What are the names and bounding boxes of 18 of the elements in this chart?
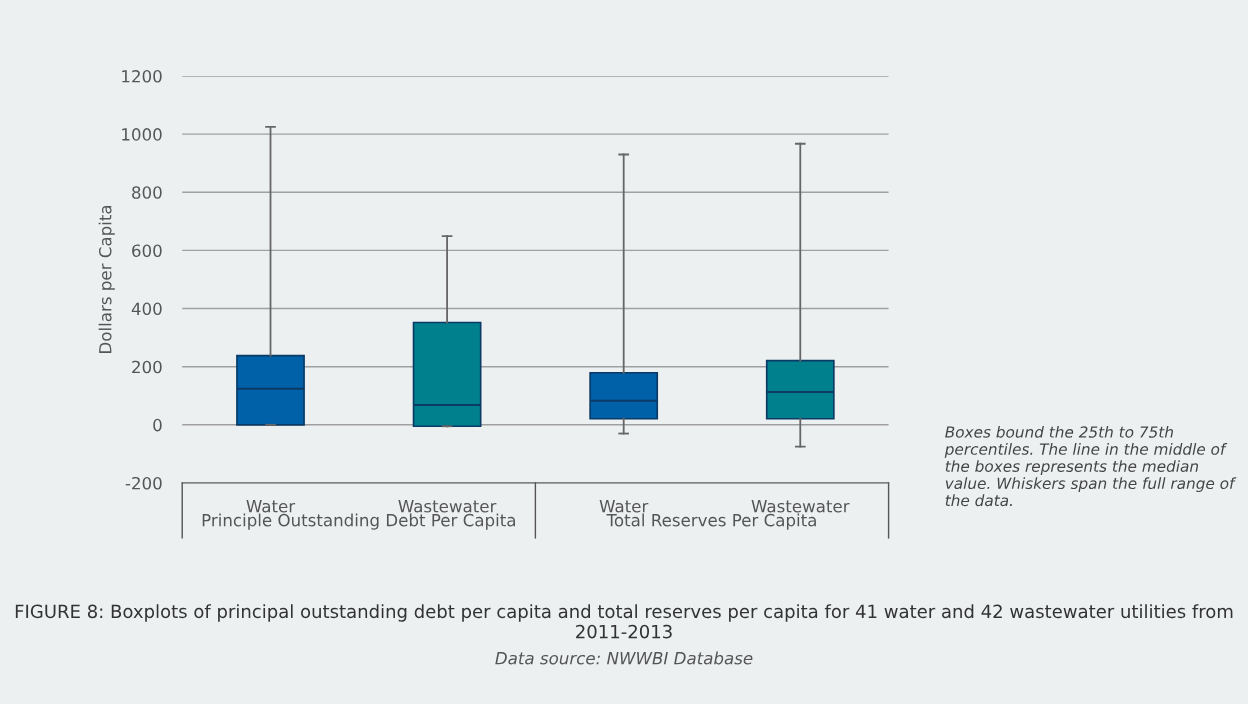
x-tick-label: Wastewater bbox=[751, 500, 850, 513]
text: Boxes bound the 25th to 75th percentiles. The line in the middle of the boxes represents the median value. Whiskers span the full range of the data. bbox=[944, 425, 1237, 507]
y-tick-label: -200 bbox=[125, 476, 162, 490]
text: FIGURE 8: Boxplots of principal outstanding debt per capita and total reserves per capita for 41 water and 42 wastewater utilities from 2011-2013 bbox=[15, 604, 1233, 639]
y-tick-label: 400 bbox=[131, 302, 162, 316]
text: Principle Outstanding Debt Per Capita bbox=[202, 513, 515, 530]
x-tick-label: Water bbox=[246, 500, 296, 513]
y-tick-label: 1200 bbox=[122, 69, 162, 83]
y-axis-title: Dollars per Capita bbox=[98, 205, 115, 353]
text: Total Reserves Per Capita bbox=[606, 513, 816, 530]
x-tick-label: Wastewater bbox=[398, 500, 497, 513]
source-note: Data source: NWWBI Database bbox=[495, 651, 753, 665]
y-tick-label: 0 bbox=[153, 418, 162, 432]
y-tick-label: 200 bbox=[132, 360, 162, 374]
y-tick-label: 600 bbox=[132, 244, 162, 257]
y-tick-label: 1000 bbox=[122, 128, 162, 141]
y-tick-label: 800 bbox=[132, 186, 162, 199]
x-tick-label: Water bbox=[599, 500, 649, 513]
